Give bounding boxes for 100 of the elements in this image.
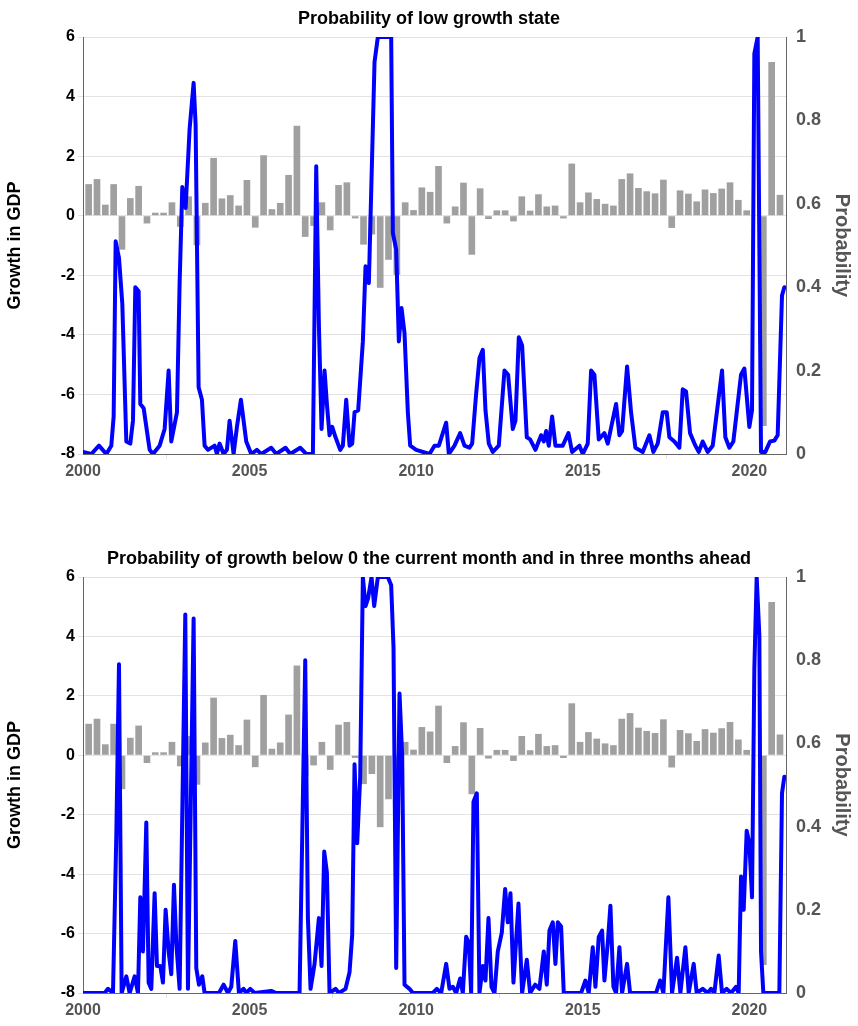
bar bbox=[526, 750, 534, 755]
bar bbox=[218, 738, 226, 755]
bar bbox=[568, 703, 576, 755]
bar bbox=[335, 185, 342, 216]
y2-tick-label: 0.2 bbox=[796, 898, 822, 919]
bar bbox=[293, 125, 301, 216]
bar bbox=[668, 216, 676, 228]
x-tick-label: 2020 bbox=[731, 1001, 768, 1019]
y-tick-label: -4 bbox=[60, 325, 76, 343]
bar bbox=[551, 745, 559, 755]
bar bbox=[701, 729, 709, 755]
x-tick-label: 2010 bbox=[398, 1001, 435, 1019]
bar bbox=[468, 216, 476, 255]
bar bbox=[568, 163, 576, 216]
bar bbox=[768, 601, 776, 755]
y2-tick-label: 0 bbox=[796, 442, 807, 463]
y-tick-label: -2 bbox=[60, 805, 76, 823]
y-tick-label: -2 bbox=[60, 265, 76, 283]
y2-axis-title: Probability bbox=[832, 193, 855, 299]
y-tick-label: 0 bbox=[66, 745, 76, 763]
bar bbox=[576, 202, 584, 216]
bar bbox=[485, 216, 492, 219]
bar bbox=[93, 718, 101, 755]
y-tick-label: -8 bbox=[60, 983, 76, 1001]
x-tick-label: 2000 bbox=[65, 1001, 101, 1019]
bar bbox=[510, 755, 517, 761]
y2-tick-label: 0.4 bbox=[796, 276, 822, 297]
y-tick-label: -4 bbox=[60, 864, 76, 882]
bar bbox=[468, 755, 476, 795]
bar bbox=[493, 749, 501, 755]
bar bbox=[243, 719, 251, 755]
bar bbox=[260, 694, 267, 755]
bar bbox=[576, 741, 584, 755]
bar bbox=[268, 209, 276, 216]
bar bbox=[93, 179, 101, 216]
bar bbox=[460, 722, 467, 755]
bar bbox=[260, 155, 267, 216]
bar bbox=[268, 748, 276, 755]
bar bbox=[560, 216, 567, 219]
y-axis-title: Growth in GDP bbox=[3, 181, 24, 310]
y2-tick-label: 0.2 bbox=[796, 359, 822, 380]
bar bbox=[601, 743, 609, 755]
bar bbox=[626, 713, 634, 755]
bar bbox=[676, 730, 684, 755]
x-tick-label: 2005 bbox=[231, 1001, 268, 1019]
bar bbox=[451, 746, 459, 755]
bar bbox=[776, 734, 784, 755]
bar bbox=[501, 210, 509, 216]
bar bbox=[501, 749, 509, 755]
bar bbox=[118, 216, 126, 250]
y-tick-label: -6 bbox=[60, 923, 76, 941]
y2-tick-label: 0 bbox=[796, 981, 807, 1002]
y-tick-label: 4 bbox=[66, 86, 76, 104]
bar bbox=[443, 216, 451, 224]
bar bbox=[651, 193, 659, 216]
y-tick-label: -8 bbox=[60, 444, 76, 462]
y-axis-title: Growth in GDP bbox=[3, 721, 24, 849]
bar bbox=[343, 722, 351, 755]
bar bbox=[676, 190, 684, 216]
bar bbox=[510, 216, 517, 222]
bar bbox=[318, 202, 326, 216]
bar bbox=[626, 173, 634, 216]
x-tick-label: 2000 bbox=[65, 462, 101, 480]
bar bbox=[660, 719, 667, 755]
x-tick-label: 2005 bbox=[231, 462, 268, 480]
bar bbox=[726, 182, 734, 216]
bar bbox=[318, 741, 326, 755]
y-tick-label: 6 bbox=[66, 27, 76, 45]
bar bbox=[418, 187, 426, 216]
x-tick-label: 2020 bbox=[731, 462, 768, 480]
bar bbox=[218, 198, 226, 216]
chart-title: Probability of low growth state bbox=[297, 7, 561, 28]
y2-tick-label: 0.8 bbox=[796, 649, 822, 670]
bar bbox=[335, 724, 342, 755]
bar bbox=[460, 182, 467, 216]
y-tick-label: 4 bbox=[66, 626, 76, 644]
y2-tick-label: 1 bbox=[796, 25, 807, 46]
bar bbox=[518, 196, 526, 216]
bar bbox=[476, 727, 484, 755]
y-tick-label: -6 bbox=[60, 384, 76, 402]
y2-tick-label: 0.6 bbox=[796, 192, 822, 213]
y2-tick-label: 0.6 bbox=[796, 732, 822, 753]
bar bbox=[726, 722, 734, 755]
bar bbox=[251, 216, 259, 228]
y2-tick-label: 0.8 bbox=[796, 109, 822, 130]
bar bbox=[293, 665, 301, 755]
x-tick-label: 2010 bbox=[398, 462, 435, 480]
bar bbox=[418, 727, 426, 755]
bar bbox=[560, 755, 567, 758]
chart-title: Probability of growth below 0 the current month and in three months ahead bbox=[106, 547, 752, 568]
bar bbox=[485, 755, 492, 759]
bar bbox=[251, 755, 259, 768]
bar bbox=[326, 755, 334, 770]
y2-tick-label: 1 bbox=[796, 565, 807, 586]
bar bbox=[651, 733, 659, 755]
bar bbox=[493, 210, 501, 216]
y-tick-label: 6 bbox=[66, 567, 76, 585]
bar bbox=[476, 188, 484, 216]
bar bbox=[343, 182, 351, 216]
x-tick-label: 2015 bbox=[564, 1001, 601, 1019]
